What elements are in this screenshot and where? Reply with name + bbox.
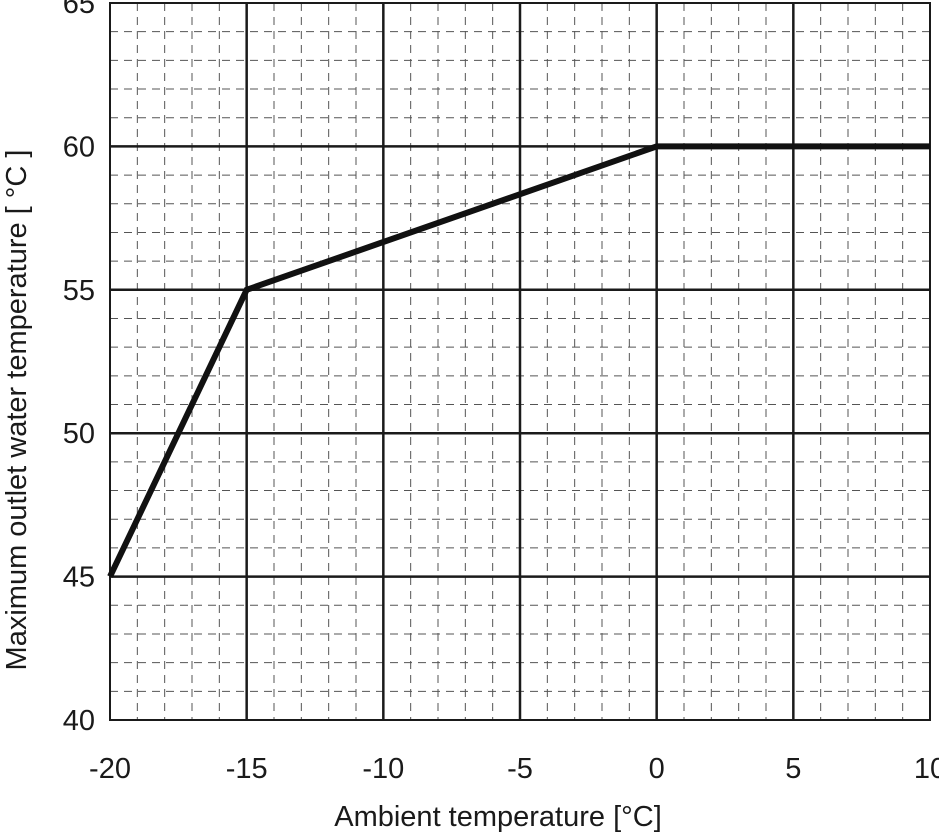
x-tick-label: -15 [226,753,268,785]
y-tick-labels: 40 45 50 55 60 65 [63,0,95,737]
x-tick-label: 10 [914,753,939,785]
x-tick-label: 0 [649,753,665,785]
y-tick-label: 55 [63,275,95,307]
y-tick-label: 45 [63,562,95,594]
x-tick-label: -20 [89,753,131,785]
y-tick-label: 60 [63,131,95,163]
y-tick-label: 65 [63,0,95,20]
x-tick-labels: -20 -15 -10 -5 0 5 10 [89,753,939,785]
y-axis-title: Maximum outlet water temperature [ °C ] [1,150,33,671]
major-grid [110,3,930,720]
x-axis-title: Ambient temperature [°C] [334,801,662,833]
plot-frame [109,2,931,721]
x-tick-label: -10 [362,753,404,785]
x-tick-label: 5 [785,753,801,785]
series-layer [107,143,930,578]
y-tick-label: 40 [63,705,95,737]
series-line-1 [107,143,930,578]
x-tick-label: -5 [507,753,533,785]
y-tick-label: 50 [63,418,95,450]
